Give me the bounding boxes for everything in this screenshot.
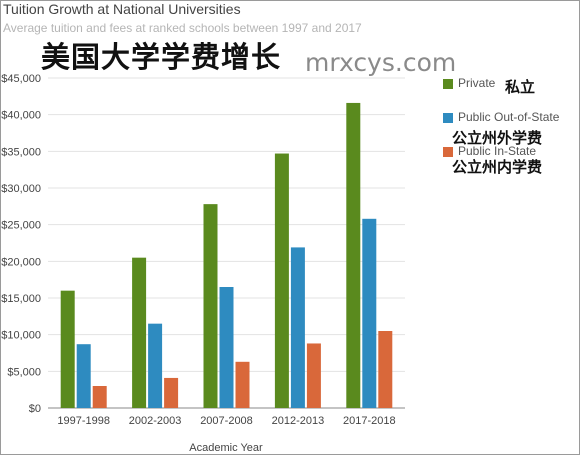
y-tick-label: $25,000 [1,220,41,232]
bar [76,344,91,408]
legend-swatch-private [443,79,453,89]
x-tick-label: 2017-2018 [343,415,396,427]
y-tick-label: $45,000 [1,73,41,85]
bar [346,102,361,408]
y-tick-label: $0 [29,403,41,415]
x-axis-title: Academic Year [189,442,263,454]
bar [60,290,75,408]
watermark-text: mrxcys.com [305,48,457,77]
y-tick-label: $5,000 [7,366,41,378]
y-tick-label: $10,000 [1,330,41,342]
chart-subtitle: Average tuition and fees at ranked schoo… [3,21,362,35]
bar [290,247,305,408]
bar [132,257,147,408]
legend-swatch-public-in-state [443,147,453,157]
legend-cn-public-in-state: 公立州内学费 [452,158,543,176]
bar [92,386,107,408]
legend-label-public-out-of-state: Public Out-of-State [458,110,560,124]
bar [362,218,377,408]
bar [203,204,218,408]
chinese-heading-overlay: 美国大学学费增长 [41,40,282,74]
y-tick-label: $20,000 [1,256,41,268]
bar [219,287,234,408]
x-tick-label: 2002-2003 [129,415,182,427]
bar [164,377,179,408]
bar [235,361,250,408]
bar [306,343,321,408]
y-tick-label: $35,000 [1,146,41,158]
y-tick-label: $30,000 [1,183,41,195]
chart-title: Tuition Growth at National Universities [3,1,241,17]
y-tick-label: $40,000 [1,110,41,122]
x-tick-label: 2012-2013 [272,415,325,427]
legend-cn-public-out-of-state: 公立州外学费 [452,129,543,147]
legend-label-private: Private [458,76,496,90]
bar [274,153,289,408]
y-tick-label: $15,000 [1,293,41,305]
bar [378,331,393,408]
x-tick-label: 2007-2008 [200,415,253,427]
bar [148,323,163,408]
legend-cn-private: 私立 [505,78,536,96]
x-tick-label: 1997-1998 [57,415,110,427]
legend-swatch-public-out-of-state [443,113,453,123]
legend-label-public-in-state: Public In-State [458,144,537,158]
